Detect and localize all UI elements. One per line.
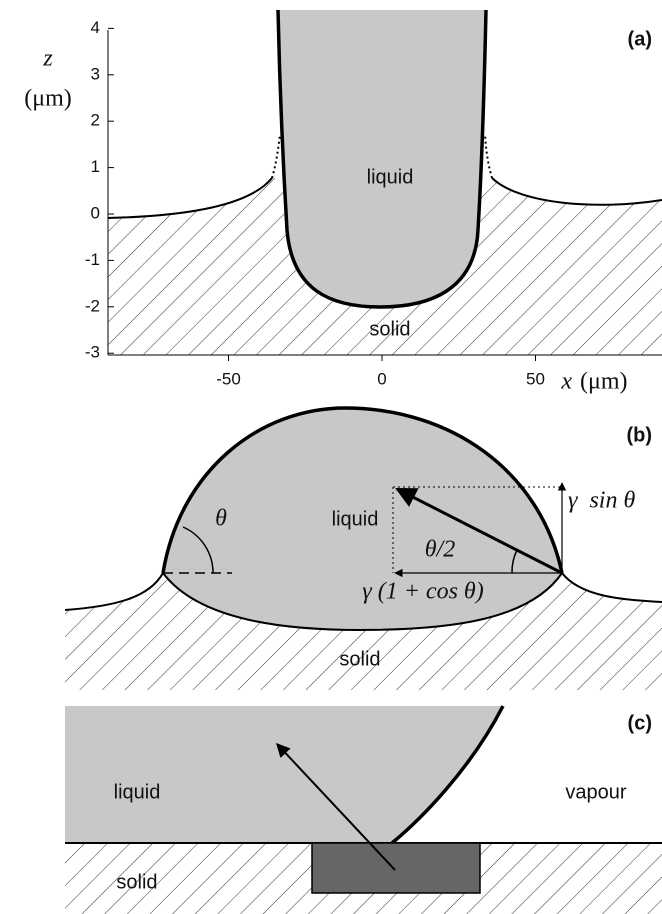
panel-label: (c) bbox=[628, 712, 652, 734]
x-tick-label: 0 bbox=[377, 369, 386, 388]
half-angle-label: θ/2 bbox=[425, 537, 455, 563]
x-tick-label: -50 bbox=[216, 369, 241, 388]
x-tick-label: 50 bbox=[526, 369, 545, 388]
liquid-region bbox=[65, 706, 503, 843]
z-unit: (μm) bbox=[24, 86, 72, 112]
z-label: z bbox=[42, 46, 53, 72]
solid-label: solid bbox=[369, 318, 410, 340]
y-tick-label: 3 bbox=[91, 64, 100, 83]
defect bbox=[312, 843, 480, 893]
liquid-column bbox=[278, 10, 486, 307]
panel-label: (a) bbox=[628, 28, 652, 50]
vapour-label: vapour bbox=[565, 781, 626, 803]
y-tick-label: 1 bbox=[91, 157, 100, 176]
angle-label: θ bbox=[215, 506, 227, 532]
y-tick-label: -2 bbox=[85, 296, 100, 315]
x-label: x bbox=[560, 369, 572, 395]
liquid-label: liquid bbox=[332, 508, 379, 530]
y-tick-label: 2 bbox=[91, 111, 100, 130]
panel-b: (b) liquid solid θ θ/2 γ sin θ γ (1 + co… bbox=[65, 408, 662, 690]
figure: 4 3 2 1 0 -1 -2 -3 -50 0 50 (a) z (μm) x (μm) liqu… bbox=[0, 0, 662, 914]
panel-c: (c) liquid vapour solid bbox=[65, 706, 662, 914]
horizontal-force-label: γ (1 + cos θ) bbox=[362, 579, 483, 605]
y-tick-label: -1 bbox=[85, 250, 100, 269]
liquid-label: liquid bbox=[367, 166, 414, 188]
panel-a: 4 3 2 1 0 -1 -2 -3 -50 0 50 (a) z (μm) x (μm) liqu… bbox=[24, 10, 662, 395]
liquid-label: liquid bbox=[114, 781, 161, 803]
y-tick-label: -3 bbox=[85, 343, 100, 362]
solid-label: solid bbox=[339, 648, 380, 670]
y-tick-label: 0 bbox=[91, 203, 100, 222]
y-tick-label: 4 bbox=[91, 18, 100, 37]
vertical-force-label: γ sin θ bbox=[568, 488, 635, 514]
panel-label: (b) bbox=[626, 424, 652, 446]
x-unit: (μm) bbox=[580, 369, 628, 395]
solid-label: solid bbox=[116, 871, 157, 893]
